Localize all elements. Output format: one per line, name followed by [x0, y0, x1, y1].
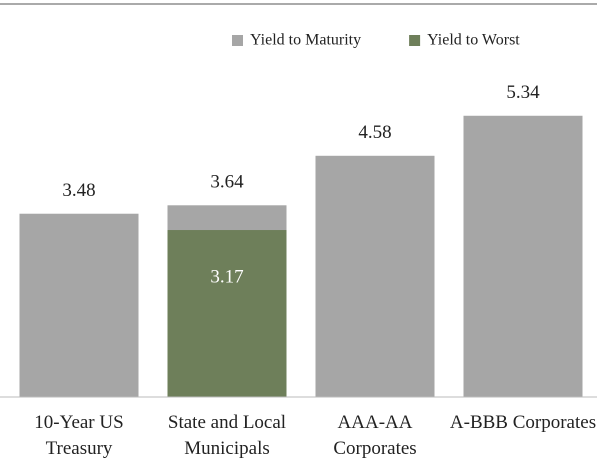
legend-swatch: [232, 35, 243, 46]
legend-label: Yield to Maturity: [250, 32, 361, 49]
bar: [315, 155, 435, 397]
bar: [463, 115, 583, 397]
data-label: 3.64: [210, 172, 244, 193]
legend-label: Yield to Worst: [427, 32, 520, 49]
data-label: 5.34: [506, 82, 540, 103]
x-tick-label: State and Local Municipals: [167, 412, 287, 459]
x-tick-label: A-BBB Corporates: [449, 412, 597, 433]
bar: [19, 213, 139, 397]
data-label: 4.58: [358, 122, 391, 143]
data-label: 3.17: [210, 266, 243, 287]
x-tick-label: 10-Year US Treasury: [34, 412, 124, 459]
bar: [167, 230, 287, 397]
data-label: 3.48: [62, 180, 95, 201]
legend-swatch: [409, 35, 421, 46]
x-tick-label: AAA-AA Corporates: [333, 412, 417, 459]
